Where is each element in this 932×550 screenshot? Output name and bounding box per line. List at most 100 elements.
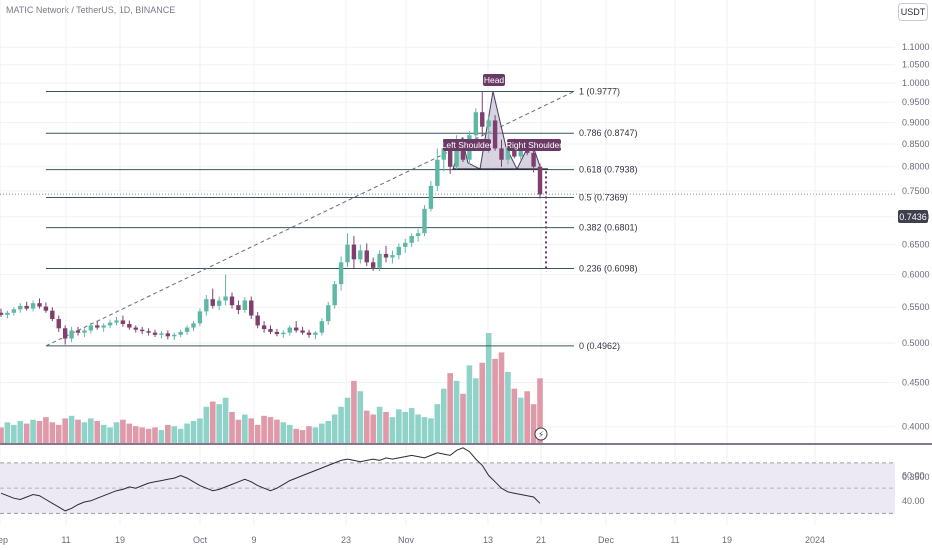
volume-bar: [473, 378, 479, 443]
candle-body: [82, 330, 87, 333]
rsi-tick-label: 60.00: [902, 471, 925, 481]
volume-bar: [254, 424, 261, 443]
time-tick-label: 2024: [805, 535, 825, 545]
candle-body: [197, 311, 203, 324]
price-tick-label: 1.0000: [902, 78, 930, 88]
time-tick-label: 11: [61, 535, 70, 545]
volume-bar: [389, 417, 396, 443]
fibonacci-retracement: 1 (0.9777) 0.786 (0.8747) 0.618 (0.7938) 0.…: [0, 86, 895, 351]
volume-bar: [216, 404, 222, 443]
volume-bar: [428, 418, 434, 443]
candle-body: [0, 312, 4, 315]
volume-bar: [306, 426, 312, 443]
candle-body: [383, 253, 389, 258]
volume-bar: [530, 404, 537, 443]
candle-body: [114, 320, 119, 323]
volume-bar: [537, 378, 543, 443]
pattern-label-text: Head: [484, 75, 505, 85]
fib-level-label: 0.236 (0.6098): [579, 264, 638, 274]
candle-body: [242, 300, 248, 310]
candle-body: [107, 322, 113, 326]
volume-bar: [524, 391, 530, 443]
volume-bar: [145, 428, 152, 443]
candle-body: [306, 332, 312, 335]
candle-body: [95, 325, 100, 328]
volume-bar: [68, 415, 75, 443]
grid-layer: [0, 0, 895, 525]
candle-body: [139, 329, 145, 332]
volume-bar: [267, 417, 274, 443]
price-tick-label: 0.4500: [902, 378, 930, 388]
volume-bar: [492, 358, 498, 443]
volume-bar: [197, 418, 203, 443]
volume-bar: [338, 406, 344, 443]
price-tick-label: 1.0500: [902, 60, 930, 70]
candle-body: [159, 333, 164, 335]
volume-bar: [485, 333, 492, 443]
candle-body: [377, 253, 382, 268]
volume-bar: [370, 414, 376, 443]
volume-bar: [158, 430, 165, 443]
candle-body: [441, 148, 446, 160]
fib-level-label: 0.618 (0.7938): [579, 165, 638, 175]
price-tick-label: 1.1000: [902, 42, 930, 52]
volume-bar: [229, 411, 235, 443]
volume-bar: [11, 424, 17, 443]
volume-bar: [363, 410, 370, 443]
candle-body: [37, 303, 42, 307]
pattern-label-text: Right Shoulder: [506, 140, 562, 150]
volume-bar: [88, 418, 94, 443]
candle-body: [345, 244, 350, 263]
volume-bar: [203, 406, 210, 443]
candle-body: [480, 112, 485, 127]
candle-body: [88, 325, 94, 331]
volume-bar: [94, 421, 101, 443]
candle-body: [191, 323, 196, 328]
price-tick-label: 0.5500: [902, 302, 930, 312]
pattern-label-box: [507, 139, 561, 151]
fib-level-label: 0 (0.4962): [579, 341, 620, 351]
candle-body: [364, 250, 369, 263]
volume-bar: [402, 411, 409, 443]
candle-body: [268, 329, 273, 332]
candle-body: [409, 236, 414, 243]
candle-body: [351, 244, 357, 260]
price-tick-label: 0.6000: [902, 270, 930, 280]
volume-bar: [517, 397, 524, 443]
currency-button[interactable]: USDT: [898, 3, 928, 21]
pattern-labels: Left Shoulder Head Right Shoulder: [442, 74, 562, 151]
volume-bar: [152, 427, 158, 443]
rsi-tick-label: 40.00: [902, 496, 925, 506]
volume-bar: [107, 427, 113, 443]
volume-bar: [222, 397, 229, 443]
candle-body: [120, 320, 126, 324]
candle-body: [338, 262, 344, 285]
volume-bar: [165, 424, 171, 443]
volume-bar: [49, 422, 56, 443]
volume-bar: [261, 415, 267, 443]
volume-bar: [62, 418, 68, 443]
pattern-label-box: [483, 74, 505, 86]
candle-body: [62, 328, 68, 339]
volume-bar: [376, 406, 383, 443]
candle-body: [390, 255, 395, 258]
candle-body: [75, 330, 81, 333]
time-tick-label: Sep: [0, 535, 8, 545]
candle-body: [332, 284, 337, 306]
price-tick-label: 0.3500: [902, 472, 930, 482]
candle-body: [326, 305, 331, 322]
candle-body: [172, 334, 177, 337]
time-tick-label: 23: [341, 535, 351, 545]
candle-body: [274, 331, 280, 335]
candle-body: [223, 296, 228, 301]
volume-bar: [4, 422, 11, 443]
time-tick-label: 21: [536, 535, 546, 545]
candle-body: [236, 305, 241, 310]
volume-bar: [0, 427, 4, 443]
candle-body: [454, 141, 459, 167]
volume-bar: [248, 418, 255, 443]
candle-body: [422, 208, 427, 234]
candle-body: [18, 305, 23, 310]
pattern-label-text: Left Shoulder: [442, 140, 493, 150]
